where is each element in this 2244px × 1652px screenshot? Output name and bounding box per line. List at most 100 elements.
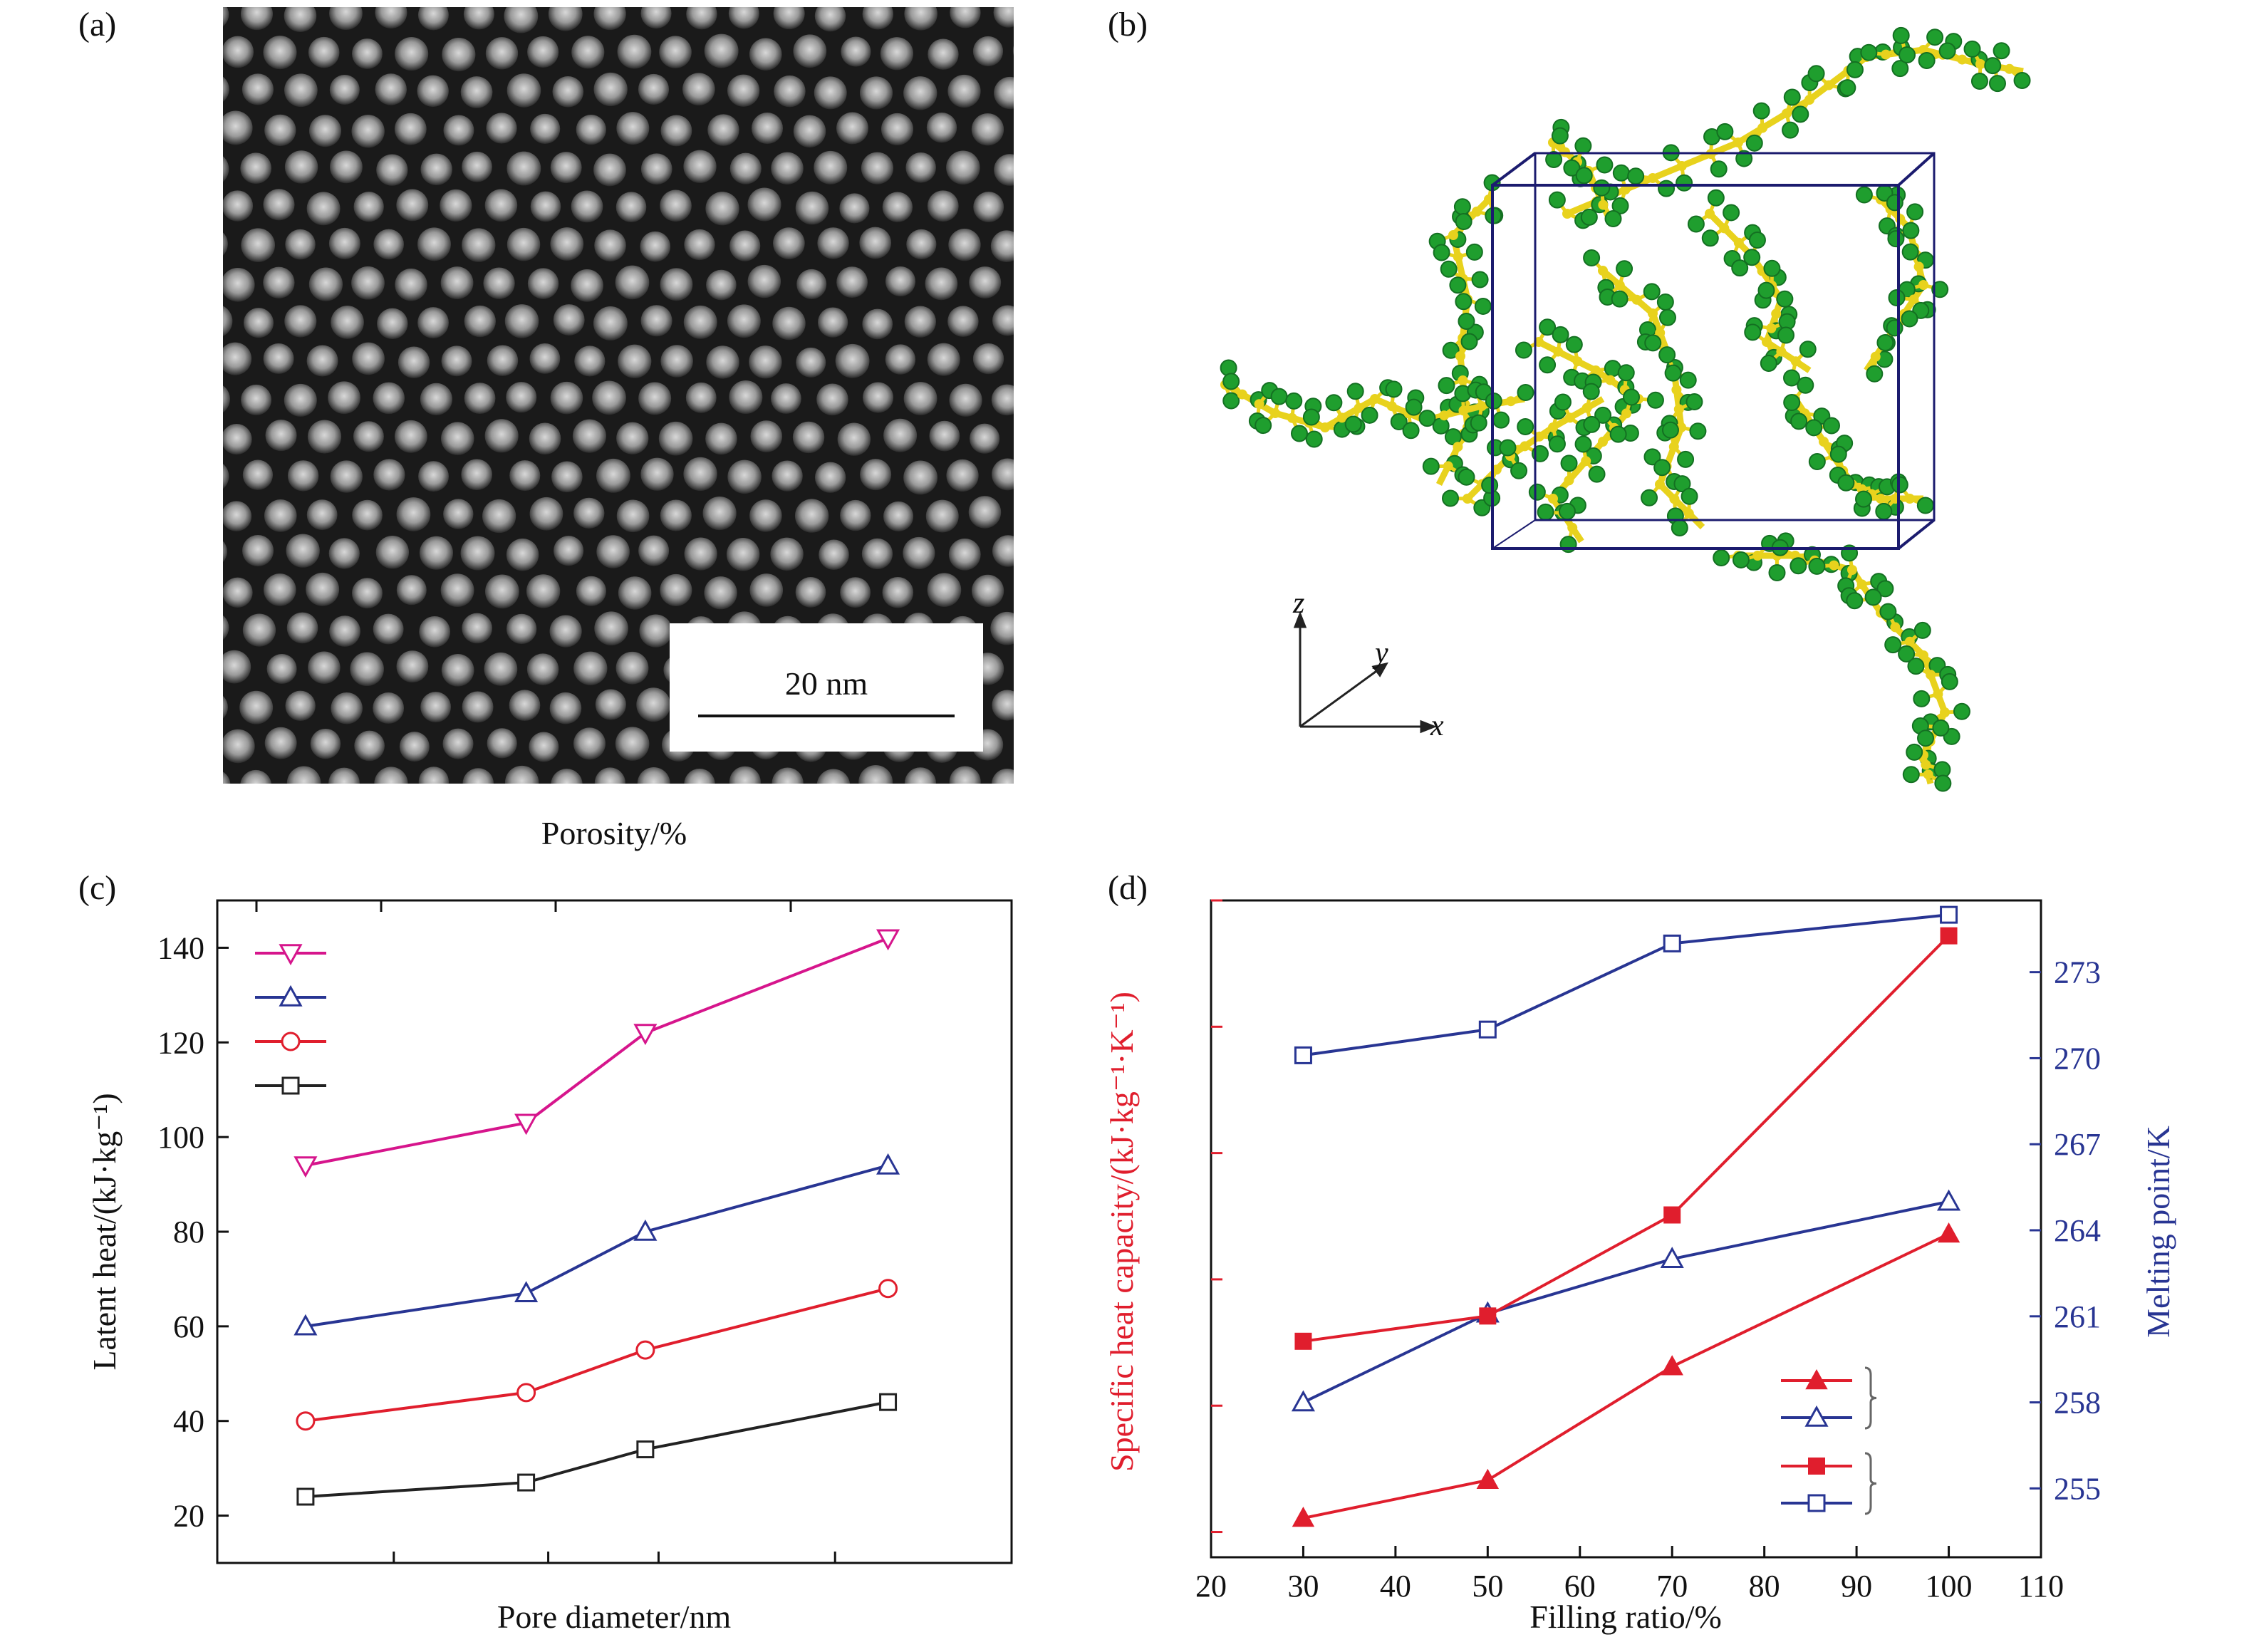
pore [506, 538, 539, 571]
pore [331, 306, 364, 339]
pore [352, 578, 383, 609]
pore [682, 73, 715, 105]
hydrogen-atom [1902, 222, 1920, 239]
pore [417, 7, 449, 31]
pore [947, 74, 981, 108]
carbon-atom [1520, 441, 1530, 452]
pore [576, 576, 606, 606]
pore [729, 152, 762, 185]
pore [658, 421, 693, 456]
hydrogen-atom [1822, 417, 1840, 435]
legend-marker-d [1808, 1458, 1825, 1475]
pore [881, 113, 914, 145]
pore [264, 499, 297, 532]
carbon-atom [1386, 401, 1397, 412]
pore [352, 499, 383, 531]
pore [660, 268, 693, 301]
carbon-atom [1904, 636, 1915, 647]
pore [396, 189, 429, 222]
pore [506, 382, 537, 413]
hydrogen-atom [1926, 28, 1944, 46]
pore [616, 422, 649, 454]
pore [530, 113, 561, 144]
carbon-atom [1847, 565, 1857, 575]
hydrogen-atom [1471, 271, 1489, 289]
pore [486, 113, 517, 144]
pore [861, 538, 893, 570]
carbon-atom [1564, 475, 1574, 486]
pore [1056, 728, 1090, 762]
pore [548, 7, 583, 31]
data-point-d [1294, 1046, 1312, 1064]
data-point-c [879, 1393, 898, 1411]
y-tick-label-right-d: 255 [2054, 1471, 2101, 1506]
data-point-d [1292, 1506, 1315, 1527]
hydrogen-atom [1661, 421, 1679, 439]
pore [991, 768, 1014, 784]
hydrogen-atom [1442, 489, 1460, 507]
pore [529, 732, 559, 762]
carbon-atom [1443, 461, 1453, 472]
pore [286, 612, 318, 644]
hydrogen-atom [1735, 150, 1753, 167]
pore [550, 381, 583, 415]
pore [683, 150, 717, 183]
pore [814, 462, 846, 493]
pore [948, 538, 981, 571]
hydrogen-atom [1792, 105, 1809, 123]
carbon-atom [1733, 237, 1744, 248]
pore [1017, 192, 1046, 222]
y-tick-label-c: 40 [173, 1404, 204, 1439]
pore [950, 7, 981, 28]
pore [728, 7, 759, 29]
pore [263, 189, 295, 221]
pore [1039, 152, 1070, 183]
hydrogen-atom [1302, 408, 1320, 426]
hydrogen-atom [1646, 391, 1664, 409]
pore [750, 420, 783, 452]
hydrogen-atom [1918, 51, 1936, 69]
pore [883, 501, 914, 531]
pore [702, 496, 737, 531]
hydrogen-atom [1783, 369, 1801, 387]
carbon-atom [1287, 412, 1297, 423]
pore [817, 307, 848, 338]
data-point-d [1940, 927, 1958, 945]
hydrogen-atom [1886, 319, 1903, 337]
carbon-atom [1614, 280, 1625, 291]
pore [418, 461, 449, 492]
carbon-atom [1655, 479, 1665, 489]
carbon-backbone [1601, 268, 1705, 530]
carbon-atom [1782, 108, 1792, 119]
plot-frame-d [1210, 899, 2042, 1559]
y-axis-title-left-d: Specific heat capacity/(kJ·kg⁻¹·K⁻¹) [1103, 992, 1140, 1472]
pore [223, 7, 229, 27]
hydrogen-atom [1723, 204, 1740, 222]
carbon-atom [1620, 185, 1631, 194]
pore [241, 384, 272, 415]
hydrogen-atom [1653, 459, 1671, 477]
hydrogen-atom [1361, 406, 1378, 424]
x-tick-label-d: 30 [1287, 1569, 1319, 1604]
pore [814, 7, 846, 32]
pore [484, 806, 516, 837]
data-point-d [1479, 1307, 1497, 1325]
hydrogen-atom [1689, 422, 1707, 440]
hydrogen-atom [1941, 672, 1958, 690]
carbon-atom [1957, 54, 1968, 65]
pore [328, 767, 360, 784]
pore [617, 34, 652, 69]
pore [660, 345, 693, 378]
carbon-atom [1757, 123, 1767, 133]
pore [529, 422, 561, 455]
hydrogen-atom [1460, 333, 1478, 350]
pore [948, 229, 981, 261]
hydrogen-atom [1776, 290, 1794, 308]
y-tick-label-right-d: 261 [2054, 1299, 2101, 1334]
pore [949, 766, 981, 784]
hydrogen-atom [1681, 487, 1698, 505]
hydrogen-atom [1713, 549, 1730, 567]
y-tick-label-right-d: 270 [2054, 1041, 2101, 1076]
data-point-d [1294, 1332, 1312, 1350]
